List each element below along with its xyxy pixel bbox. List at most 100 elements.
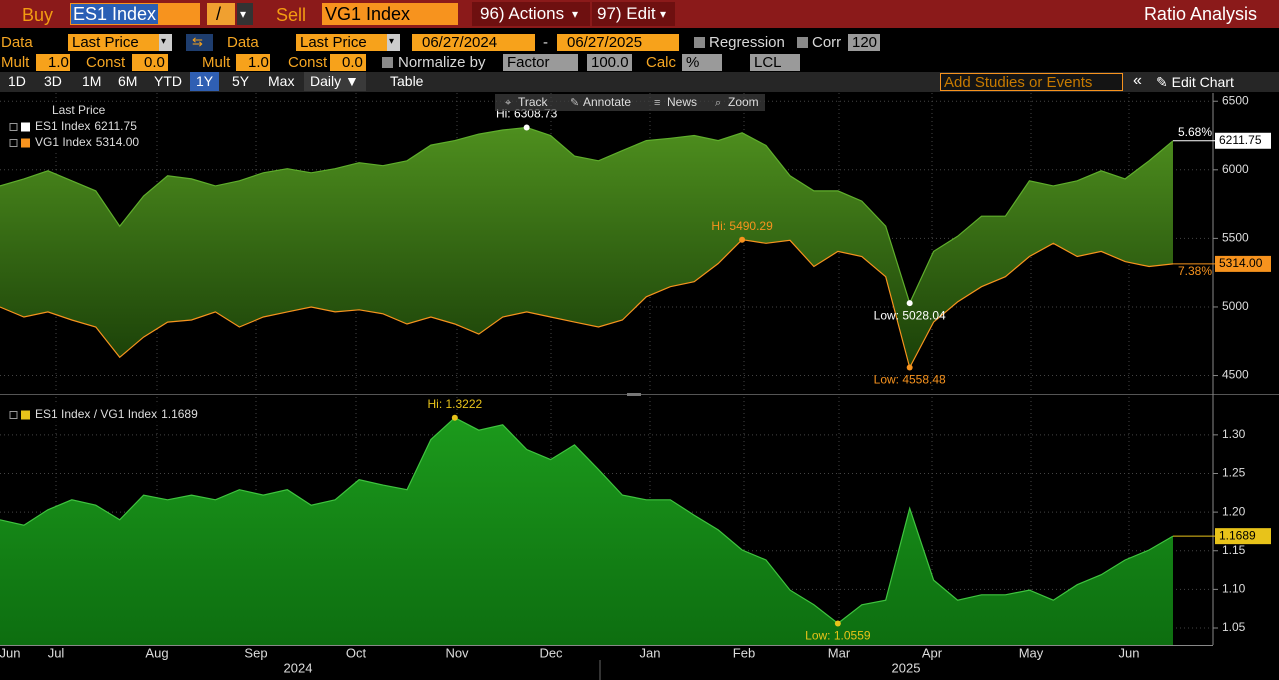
edit-label[interactable]: 97) Edit: [597, 4, 656, 23]
corr-label: Corr: [812, 34, 842, 51]
calc-dropdown[interactable]: %: [682, 54, 722, 71]
legend-bg: [8, 405, 204, 425]
corr-window[interactable]: 120: [848, 34, 880, 51]
edit-chart-label[interactable]: Edit Chart: [1171, 74, 1234, 90]
extreme-marker: [834, 620, 841, 627]
period-button[interactable]: Max: [268, 73, 295, 89]
separator-handle: [627, 393, 641, 396]
dropdown-arrow: ▾: [387, 34, 400, 51]
legend-value: 5314.00: [96, 135, 140, 149]
mult-label: Mult: [202, 54, 231, 71]
normalize-method[interactable]: Factor: [503, 54, 578, 71]
const-label: Const: [86, 54, 126, 71]
extreme-label: Low: 1.0559: [805, 629, 871, 643]
extreme-marker: [739, 236, 746, 243]
normalize-label: Normalize by: [398, 54, 486, 71]
normalize-value[interactable]: 100.0: [587, 54, 632, 71]
period-button[interactable]: 1M: [82, 73, 102, 89]
calc-option[interactable]: LCL: [750, 54, 800, 71]
period-button[interactable]: 3D: [44, 73, 62, 89]
period-button[interactable]: 5Y: [232, 73, 250, 89]
period-button[interactable]: YTD: [154, 73, 182, 89]
buy-security[interactable]: ES1 Index: [71, 4, 159, 24]
tool-icon: ≡: [654, 97, 660, 109]
y-tick-label: 1.05: [1222, 620, 1246, 634]
studies-input[interactable]: Add Studies or Events: [940, 73, 1123, 91]
collapse-button[interactable]: «: [1133, 72, 1142, 89]
edit-button[interactable]: [592, 2, 675, 26]
actions-button[interactable]: [472, 2, 590, 26]
legend-expander: [9, 411, 18, 419]
month-label: Dec: [539, 645, 563, 660]
end-date[interactable]: 06/27/2025: [557, 34, 679, 51]
field-dropdown[interactable]: Last Price: [68, 34, 172, 51]
extreme-marker: [451, 414, 458, 421]
y-tick-label: 4500: [1222, 368, 1249, 382]
year-label: 2024: [284, 660, 313, 675]
month-label: Aug: [145, 645, 168, 660]
legend-value: 1.1689: [161, 407, 198, 421]
last-value-label: 6211.75: [1219, 133, 1262, 147]
mult-input[interactable]: 1.0: [236, 54, 270, 71]
extreme-marker: [906, 364, 913, 371]
last-value-label: 1.1689: [1219, 528, 1256, 542]
series-line: [0, 416, 1174, 625]
swap-button[interactable]: ⇆: [186, 34, 213, 51]
sell-security[interactable]: VG1 Index: [322, 3, 458, 25]
y-tick-label: 5000: [1222, 299, 1249, 313]
data-label: Data: [1, 34, 33, 51]
y-tick-label: 5500: [1222, 231, 1249, 245]
start-date[interactable]: 06/27/2024: [412, 34, 535, 51]
tool-label: Annotate: [583, 95, 631, 109]
legend-name: ES1 Index / VG1 Index: [35, 407, 157, 421]
table-button[interactable]: Table: [390, 73, 424, 89]
last-value-box: [1215, 528, 1271, 545]
period-button[interactable]: 1Y: [190, 72, 220, 91]
checkbox[interactable]: [382, 57, 393, 68]
y-tick-label: 6000: [1222, 162, 1249, 176]
month-label: Sep: [244, 645, 267, 660]
tool-label: News: [667, 95, 697, 109]
extreme-label: Hi: 1.3222: [427, 397, 482, 411]
legend-expander: [9, 123, 18, 131]
period-button[interactable]: 6M: [118, 73, 138, 89]
legend-swatch: [21, 138, 30, 148]
frequency-label[interactable]: Daily: [310, 73, 342, 89]
last-value-box: [1215, 255, 1271, 272]
legend: ES1 Index / VG1 Index 1.1689: [8, 405, 204, 425]
change-label: 5.68%: [1178, 125, 1212, 139]
frequency-dropdown[interactable]: Daily ▼: [304, 72, 366, 91]
const-input[interactable]: 0.0: [330, 54, 366, 71]
tool-icon: ✎: [570, 97, 579, 109]
year-label: 2025: [892, 660, 921, 675]
actions-label[interactable]: 96) Actions: [480, 4, 565, 23]
operator[interactable]: /: [207, 3, 235, 25]
extreme-marker: [906, 300, 913, 307]
month-label: May: [1019, 645, 1044, 660]
data-label: Data: [227, 34, 259, 51]
y-tick-label: 1.15: [1222, 543, 1246, 557]
month-label: Nov: [445, 645, 469, 660]
field-dropdown[interactable]: Last Price: [296, 34, 400, 51]
mult-label: Mult: [1, 54, 30, 71]
extreme-label: Low: 5028.04: [874, 308, 946, 322]
checkbox[interactable]: [694, 37, 705, 48]
mult-input[interactable]: 1.0: [36, 54, 70, 71]
edit-chart-button[interactable]: ✎ Edit Chart: [1156, 74, 1234, 90]
last-value-box: [1215, 132, 1271, 149]
calc-label: Calc: [646, 54, 677, 71]
month-label: Jul: [48, 645, 65, 660]
checkbox[interactable]: [797, 37, 808, 48]
const-input[interactable]: 0.0: [132, 54, 168, 71]
legend-value: 6211.75: [94, 119, 137, 133]
sell-label: Sell: [276, 5, 307, 25]
date-separator: -: [543, 34, 548, 51]
legend-bg: [8, 103, 146, 153]
period-button[interactable]: 1D: [8, 73, 26, 89]
edit-arrow: ▾: [660, 7, 667, 21]
operator-dropdown[interactable]: ▾: [237, 3, 253, 25]
month-label: Jan: [640, 645, 661, 660]
legend-swatch: [21, 410, 30, 420]
